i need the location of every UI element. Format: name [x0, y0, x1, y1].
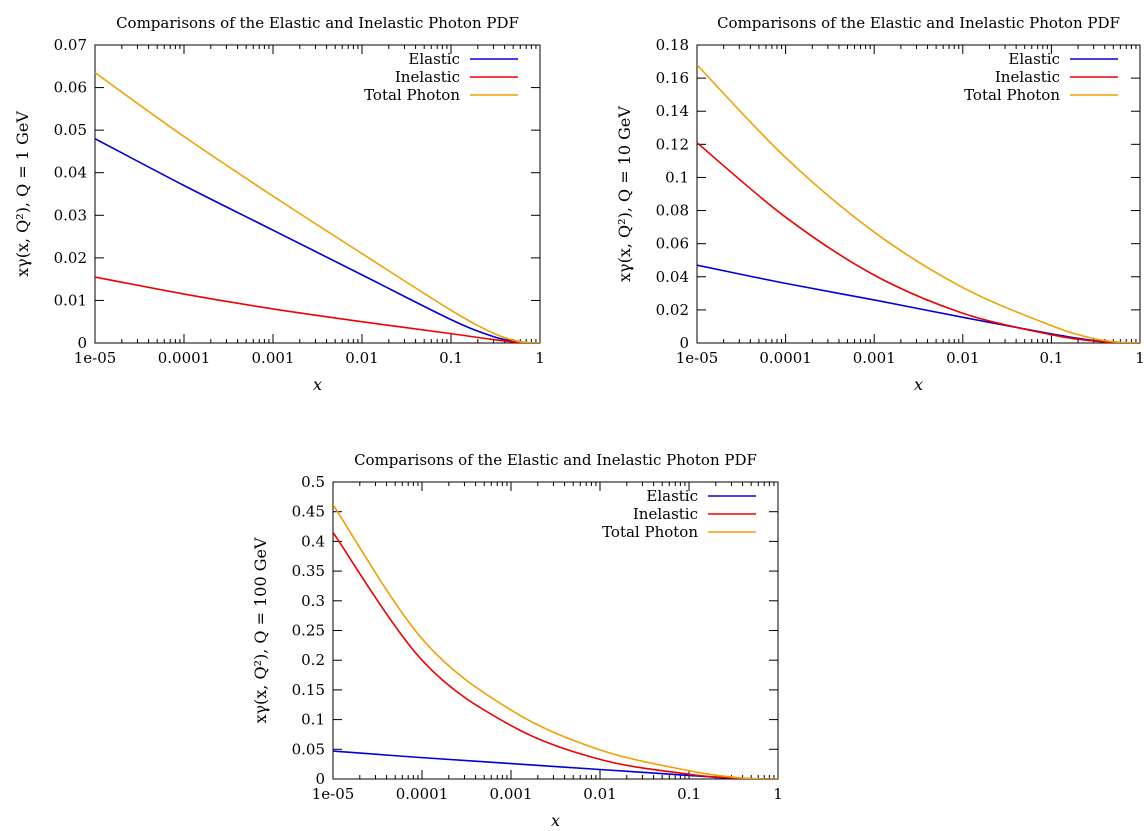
x-tick-label: 0.001 — [252, 349, 295, 367]
y-tick-label: 0.14 — [656, 102, 689, 120]
y-tick-label: 0.1 — [665, 168, 689, 186]
series-line-inelastic — [333, 532, 778, 779]
chart-title: Comparisons of the Elastic and Inelastic… — [354, 451, 757, 469]
chart-title: Comparisons of the Elastic and Inelastic… — [717, 14, 1120, 32]
y-tick-label: 0 — [77, 334, 87, 352]
y-tick-label: 0.03 — [54, 206, 87, 224]
x-tick-label: 1e-05 — [74, 349, 117, 367]
y-tick-label: 0.02 — [656, 301, 689, 319]
chart-panel-q100: Comparisons of the Elastic and Inelastic… — [251, 451, 783, 830]
y-tick-label: 0.04 — [656, 268, 689, 286]
y-axis-label: xγ(x, Q²), Q = 100 GeV — [251, 537, 270, 724]
chart-panel-q1: Comparisons of the Elastic and Inelastic… — [13, 14, 545, 394]
y-tick-label: 0.4 — [301, 532, 325, 550]
series-line-total-photon — [697, 64, 1140, 343]
x-tick-label: 0.1 — [439, 349, 463, 367]
legend-label-total-photon: Total Photon — [964, 86, 1060, 104]
x-tick-label: 0.0001 — [158, 349, 211, 367]
x-axis-label: x — [914, 375, 923, 394]
plot-frame — [332, 481, 779, 780]
y-tick-label: 0.45 — [292, 503, 325, 521]
y-tick-label: 0.07 — [54, 36, 87, 54]
plot-frame — [94, 44, 541, 344]
y-tick-label: 0.18 — [656, 36, 689, 54]
y-tick-label: 0.06 — [656, 235, 689, 253]
x-tick-label: 0.1 — [1039, 349, 1063, 367]
chart-title: Comparisons of the Elastic and Inelastic… — [116, 14, 519, 32]
legend-label-inelastic: Inelastic — [395, 68, 460, 86]
series-line-total-photon — [333, 504, 778, 779]
y-tick-label: 0 — [315, 770, 325, 788]
y-tick-label: 0.04 — [54, 164, 87, 182]
legend-label-total-photon: Total Photon — [602, 523, 698, 541]
y-tick-label: 0.01 — [54, 291, 87, 309]
legend-label-inelastic: Inelastic — [995, 68, 1060, 86]
series-line-inelastic — [95, 276, 540, 343]
series-line-elastic — [697, 264, 1140, 343]
y-tick-label: 0.16 — [656, 69, 689, 87]
y-tick-label: 0.12 — [656, 135, 689, 153]
x-axis-label: x — [551, 811, 560, 830]
x-tick-label: 1 — [535, 349, 545, 367]
y-tick-label: 0.15 — [292, 681, 325, 699]
legend-label-total-photon: Total Photon — [364, 86, 460, 104]
x-tick-label: 0.01 — [946, 349, 979, 367]
x-tick-label: 0.001 — [490, 785, 533, 803]
y-tick-label: 0.06 — [54, 79, 87, 97]
legend-label-elastic: Elastic — [1008, 50, 1060, 68]
x-tick-label: 1e-05 — [312, 785, 355, 803]
x-tick-label: 1 — [1135, 349, 1144, 367]
x-tick-label: 0.0001 — [396, 785, 449, 803]
y-tick-label: 0.05 — [54, 121, 87, 139]
y-axis-label: xγ(x, Q²), Q = 1 GeV — [13, 111, 32, 277]
y-tick-label: 0.35 — [292, 562, 325, 580]
x-tick-label: 0.001 — [853, 349, 896, 367]
y-tick-label: 0.2 — [301, 651, 325, 669]
legend-label-inelastic: Inelastic — [633, 505, 698, 523]
y-tick-label: 0.25 — [292, 622, 325, 640]
y-tick-label: 0.3 — [301, 592, 325, 610]
plot-frame — [696, 44, 1141, 344]
y-tick-label: 0.02 — [54, 249, 87, 267]
chart-panel-q10: Comparisons of the Elastic and Inelastic… — [615, 14, 1144, 394]
x-axis-label: x — [313, 375, 322, 394]
x-tick-label: 0.1 — [677, 785, 701, 803]
y-tick-label: 0.08 — [656, 202, 689, 220]
y-tick-label: 0.05 — [292, 740, 325, 758]
y-axis-label: xγ(x, Q²), Q = 10 GeV — [615, 106, 634, 282]
legend-label-elastic: Elastic — [646, 487, 698, 505]
x-tick-label: 1e-05 — [676, 349, 719, 367]
x-tick-label: 0.01 — [583, 785, 616, 803]
y-tick-label: 0 — [679, 334, 689, 352]
x-tick-label: 0.0001 — [759, 349, 812, 367]
y-tick-label: 0.5 — [301, 473, 325, 491]
series-line-total-photon — [95, 72, 540, 343]
series-line-inelastic — [697, 142, 1140, 343]
x-tick-label: 1 — [773, 785, 783, 803]
x-tick-label: 0.01 — [345, 349, 378, 367]
y-tick-label: 0.1 — [301, 711, 325, 729]
legend-label-elastic: Elastic — [408, 50, 460, 68]
series-line-elastic — [95, 137, 540, 343]
